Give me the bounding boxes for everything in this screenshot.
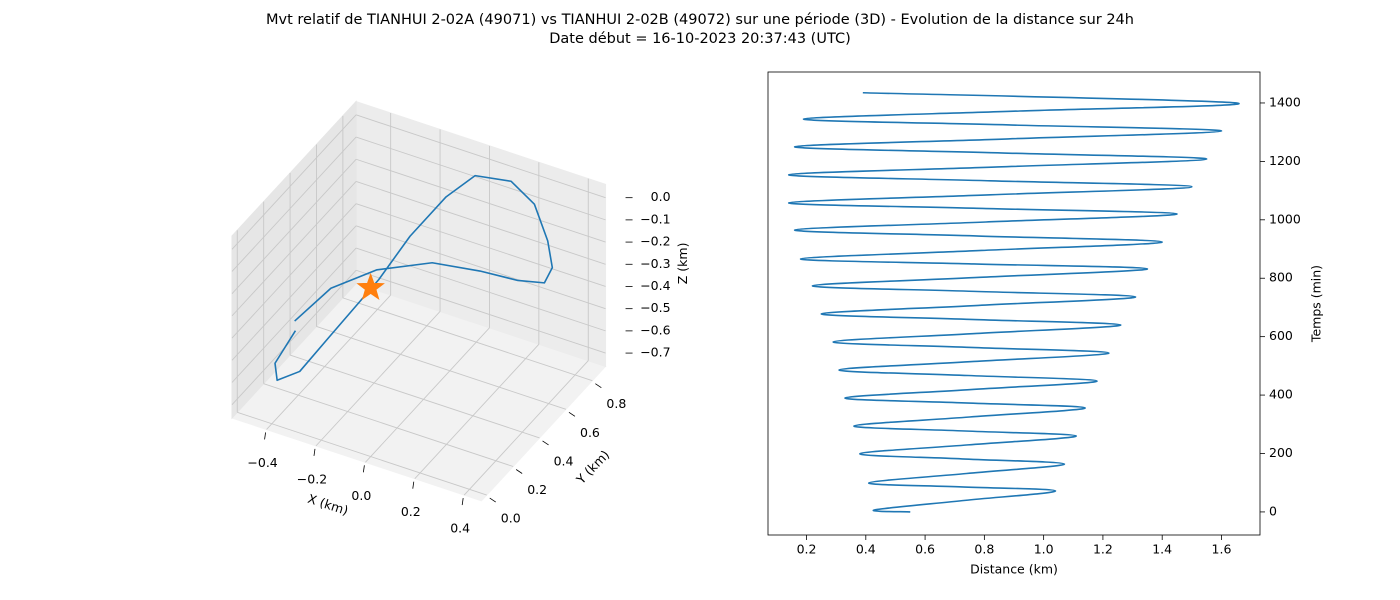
x-tick — [461, 498, 464, 506]
y-tick-label: 0.2 — [527, 482, 547, 497]
grid-line — [263, 383, 514, 467]
grid-line — [365, 327, 490, 463]
y-tick-label: 200 — [1269, 445, 1293, 460]
z-tick-label: −0.1 — [640, 211, 670, 226]
grid-line — [231, 247, 357, 383]
grid-line — [342, 297, 593, 382]
x-axis-label: Distance (km) — [970, 562, 1058, 577]
y-tick-label: 0.4 — [554, 453, 574, 468]
x-tick-label: −0.2 — [297, 471, 327, 486]
z-tick-label: −0.7 — [640, 345, 670, 360]
x-tick — [264, 432, 266, 440]
x-tick-label: 0.2 — [401, 504, 421, 519]
grid-line — [237, 411, 487, 496]
distance-line — [787, 91, 1240, 513]
grid-line — [355, 225, 606, 310]
grid-line — [231, 181, 357, 317]
x-tick-label: 0.0 — [351, 488, 371, 503]
grid-line — [231, 114, 357, 250]
z-tick-label: 0.0 — [651, 189, 671, 204]
x-tick — [362, 465, 365, 473]
x-tick-label: 1.4 — [1152, 542, 1172, 557]
x-tick-label: 1.0 — [1034, 542, 1054, 557]
z-tick-label: −0.6 — [640, 322, 670, 337]
z-tick-label: −0.4 — [640, 278, 670, 293]
y-tick — [542, 440, 549, 446]
grid-line — [355, 136, 606, 221]
y-tick-label: 600 — [1269, 328, 1293, 343]
x-tick-label: 0.8 — [974, 542, 994, 557]
z-tick-label: −0.5 — [640, 300, 670, 315]
y-tick-label: 0 — [1269, 503, 1277, 518]
y-axis-label: Temps (min) — [1309, 265, 1324, 343]
y-tick — [515, 469, 523, 474]
y-tick-label: 800 — [1269, 270, 1293, 285]
figure-title: Mvt relatif de TIANHUI 2-02A (49071) vs … — [266, 12, 1134, 28]
grid-line — [231, 136, 357, 272]
grid-line — [355, 114, 606, 199]
grid-line — [289, 354, 540, 439]
figure-subtitle: Date début = 16-10-2023 20:37:43 (UTC) — [549, 31, 851, 47]
z-tick-label: −0.3 — [640, 256, 670, 271]
y-tick-label: 0.8 — [606, 396, 626, 411]
grid-line — [231, 203, 357, 339]
y-tick-label: 1400 — [1269, 94, 1301, 109]
y-tick-label: 0.6 — [580, 425, 600, 440]
plot-frame — [767, 71, 1261, 536]
x-tick-label: −0.4 — [247, 455, 277, 470]
x-tick-label: 0.4 — [856, 542, 876, 557]
grid-line — [414, 343, 540, 479]
x-tick-label: 0.2 — [797, 542, 817, 557]
trajectory-line — [274, 174, 554, 382]
y-tick-label: 1200 — [1269, 153, 1301, 168]
grid-line — [355, 203, 606, 287]
grid-line — [266, 294, 391, 430]
x-tick-label: 1.6 — [1212, 542, 1232, 557]
grid-line — [355, 181, 606, 265]
grid-line — [355, 269, 606, 354]
z-tick-label: −0.2 — [640, 234, 670, 249]
grid-line — [231, 269, 357, 405]
left-pane — [231, 100, 357, 420]
grid-line — [315, 311, 441, 447]
x-tick — [313, 448, 316, 456]
grid-line — [231, 225, 357, 361]
y-tick-label: 1000 — [1269, 211, 1301, 226]
x-tick — [412, 481, 415, 489]
y-tick-label: 400 — [1269, 387, 1293, 402]
y-tick — [489, 497, 496, 503]
y-tick — [595, 383, 602, 389]
z-axis-label: Z (km) — [675, 243, 690, 285]
x-tick-label: 1.2 — [1093, 542, 1113, 557]
grid-line — [463, 360, 589, 496]
grid-line — [231, 158, 357, 294]
y-tick — [568, 411, 576, 417]
y-tick-label: 0.0 — [501, 511, 521, 526]
grid-line — [355, 158, 606, 243]
grid-line — [355, 247, 606, 332]
origin-star — [356, 272, 385, 300]
grid-line — [316, 326, 567, 410]
x-tick-label: 0.4 — [450, 521, 470, 536]
x-tick-label: 0.6 — [915, 542, 935, 557]
